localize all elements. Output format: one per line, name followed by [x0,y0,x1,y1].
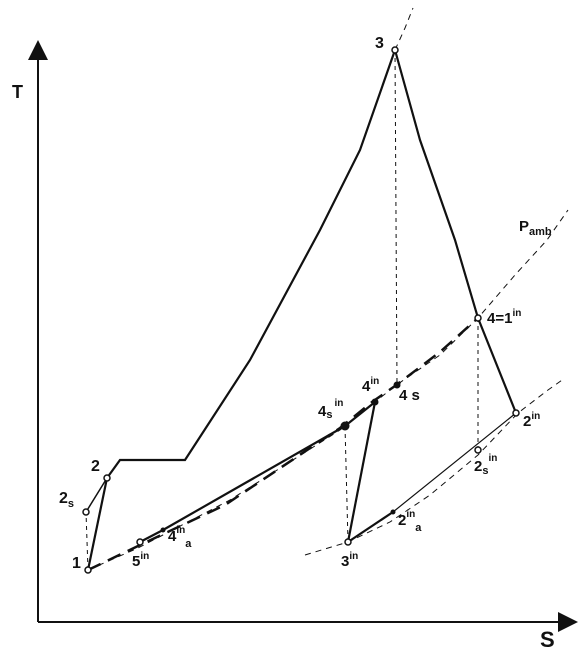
label-point-1: 1 [72,555,81,572]
pressure-label: Pamb [519,218,552,238]
label-5in-sup: in [140,551,149,562]
label-point-5in: 5in [132,551,149,570]
label-2ina-sup: in [406,509,415,520]
label-5in-main: 5 [132,553,140,570]
line-2ina-2in [392,412,517,513]
pressure-label-main: P [519,218,529,235]
label-point-4-eq-1in: 4=1in [487,308,521,327]
label-4eq-main: 4=1 [487,310,512,327]
label-point-2s: 2s [59,490,74,510]
label-4ina-main: 4 [168,528,177,545]
isentropic-3in-4sin [344,425,349,543]
label-point-2in: 2in [523,411,540,430]
label-3in-main: 3 [341,553,349,570]
label-point-2ina: 2ina [398,509,422,534]
line-2s-2 [85,477,108,513]
isentropic-1-2s [85,511,89,571]
label-2sin-sub: s [482,465,488,477]
label-4sin-sup: in [334,398,343,409]
marker-1 [84,566,92,574]
label-2s-sub: s [68,498,74,510]
marker-2s [82,508,90,516]
high-pressure-isobar [394,7,414,51]
label-point-4s: 4 s [399,387,420,404]
label-2sin-sup: in [488,453,497,464]
label-2s-main: 2 [59,490,68,507]
label-4sin-sub: s [326,409,332,421]
label-4in-sup: in [370,376,379,387]
line-3in-2ina [347,511,394,543]
label-2ina-main: 2 [398,512,406,529]
marker-2sin [474,446,482,454]
pressure-label-sub: amb [529,226,552,238]
label-2in-main: 2 [523,413,531,430]
marker-2 [103,474,111,482]
label-point-4ina: 4ina [168,525,192,550]
marker-4-eq-1in [474,314,482,322]
heat-addition-2-3 [106,49,397,479]
label-4in-main: 4 [362,378,371,395]
expansion-3-2in [393,49,518,414]
filled-markers [160,381,401,533]
marker-2ina [390,509,396,515]
x-axis-label: S [540,627,555,652]
label-3in-sup: in [349,551,358,562]
y-axis-label: T [12,82,23,102]
line-4sin-4in [344,401,376,427]
label-point-2: 2 [91,458,100,475]
marker-5in [136,538,144,546]
marker-2in [512,409,520,417]
label-4sin-main: 4 [318,403,327,420]
label-4ina-sub: a [185,538,192,550]
label-2sin-main: 2 [474,458,482,475]
marker-3 [391,46,399,54]
ambient-isobar [87,209,569,571]
label-2ina-sub: a [415,522,422,534]
isentropic-3-4s [394,49,398,386]
marker-4s [393,381,401,389]
compression-1-2 [86,477,109,571]
marker-4sin [340,421,350,431]
low-pressure-isobar [304,377,566,556]
line-4ina-4sin [162,425,346,531]
line-5in-4ina [139,529,164,543]
marker-4ina [160,527,166,533]
label-4ina-sup: in [176,525,185,536]
label-point-4sin: 4sin [318,398,343,421]
marker-4in [371,398,379,406]
marker-3in [344,538,352,546]
point-markers [82,46,520,574]
label-2in-sup: in [531,411,540,422]
ambient-isobar-bold-segment [87,317,479,572]
compression-3in-4in [346,401,377,543]
label-point-3in: 3in [341,551,358,570]
label-point-4in: 4in [362,376,379,395]
label-point-2sin: 2sin [474,453,497,477]
label-4eq-sup: in [512,308,521,319]
label-point-3: 3 [375,35,384,52]
